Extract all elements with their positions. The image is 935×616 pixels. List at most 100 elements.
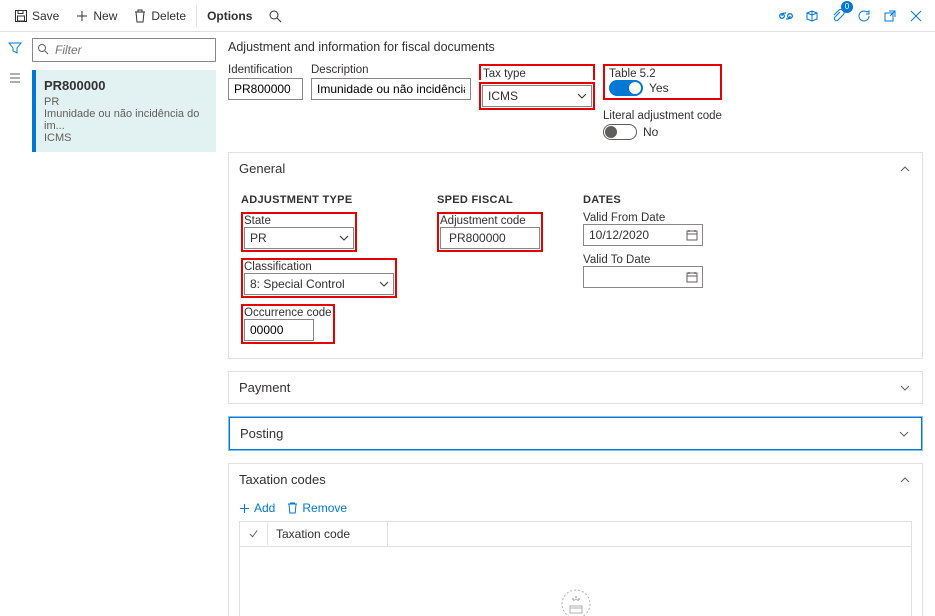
chevron-up-icon — [898, 473, 912, 487]
chevron-down-icon — [898, 381, 912, 395]
state-select[interactable]: PR — [244, 227, 354, 249]
description-input[interactable] — [311, 78, 471, 100]
literal-toggle[interactable] — [603, 124, 637, 140]
grid-header: Taxation code — [239, 521, 912, 546]
taxtype-highlight: ICMS — [479, 82, 595, 110]
save-icon — [14, 9, 28, 23]
identification-block: Identification — [228, 64, 303, 100]
page-title: Adjustment and information for fiscal do… — [228, 40, 923, 54]
new-button[interactable]: New — [67, 5, 125, 27]
section-taxcodes: Taxation codes Add Remove Taxation co — [228, 463, 923, 616]
table52-toggle[interactable] — [609, 80, 643, 96]
adj-code-highlight: Adjustment code PR800000 — [437, 212, 543, 252]
table52-block: Table 5.2 Yes Literal adjustment code No — [603, 64, 722, 140]
section-payment: Payment — [228, 371, 923, 404]
classification-highlight: Classification 8: Special Control — [241, 258, 397, 298]
save-label: Save — [32, 9, 59, 23]
occurrence-input[interactable] — [244, 319, 314, 341]
valid-from-label: Valid From Date — [583, 212, 703, 224]
add-button[interactable]: Add — [239, 501, 275, 515]
chevron-down-icon — [897, 427, 911, 441]
taxtype-value: ICMS — [488, 89, 518, 103]
section-general: General ADJUSTMENT TYPE State PR — [228, 152, 923, 359]
section-taxcodes-header[interactable]: Taxation codes — [229, 464, 922, 495]
sped-col: SPED FISCAL Adjustment code PR800000 — [437, 194, 543, 344]
classification-select[interactable]: 8: Special Control — [244, 273, 394, 295]
grid-check-col[interactable] — [240, 523, 268, 545]
section-posting-title: Posting — [240, 426, 283, 441]
calendar-icon — [686, 229, 698, 241]
list-item-title: PR800000 — [44, 78, 208, 93]
sidebar: PR800000 PR Imunidade ou não incidência … — [30, 32, 220, 616]
taxtype-select[interactable]: ICMS — [482, 85, 592, 107]
taxtype-block: Tax type ICMS — [479, 64, 595, 110]
rail — [0, 32, 30, 616]
calendar-icon — [686, 271, 698, 283]
section-taxcodes-title: Taxation codes — [239, 472, 326, 487]
literal-value: No — [643, 125, 658, 139]
header-row: Identification Description Tax type ICMS — [228, 64, 923, 140]
section-general-title: General — [239, 161, 285, 176]
delete-label: Delete — [151, 9, 186, 23]
close-icon[interactable] — [903, 3, 929, 29]
attachments-icon[interactable]: 0 — [825, 3, 851, 29]
section-general-header[interactable]: General — [229, 153, 922, 184]
toolbar: Save New Delete Options — [0, 0, 935, 32]
toolbar-search-button[interactable] — [260, 5, 290, 27]
table52-toggle-row: Yes — [609, 80, 716, 96]
list-icon[interactable] — [5, 68, 25, 88]
adj-code-value: PR800000 — [440, 227, 540, 249]
search-icon — [268, 9, 282, 23]
section-general-body: ADJUSTMENT TYPE State PR Classification — [229, 184, 922, 358]
refresh-icon[interactable] — [851, 3, 877, 29]
funnel-icon[interactable] — [5, 38, 25, 58]
state-highlight: State PR — [241, 212, 357, 252]
occurrence-highlight: Occurrence code — [241, 304, 335, 344]
taxtype-label-highlight: Tax type — [479, 64, 595, 80]
grid-col-taxcode[interactable]: Taxation code — [268, 522, 388, 546]
list-item-sub2: Imunidade ou não incidência do im... — [44, 108, 208, 132]
empty-icon — [559, 587, 593, 616]
list-item[interactable]: PR800000 PR Imunidade ou não incidência … — [32, 70, 216, 152]
valid-from-value: 10/12/2020 — [589, 228, 649, 242]
trash-icon — [133, 9, 147, 23]
check-icon — [248, 528, 259, 540]
taxcodes-toolbar: Add Remove — [229, 495, 922, 515]
identification-input[interactable] — [228, 78, 303, 100]
section-posting-header[interactable]: Posting — [229, 417, 922, 450]
table52-highlight: Table 5.2 Yes — [603, 64, 722, 100]
state-label: State — [244, 215, 354, 227]
sped-heading: SPED FISCAL — [437, 194, 543, 206]
state-value: PR — [250, 231, 267, 245]
remove-button[interactable]: Remove — [287, 501, 347, 515]
adj-type-heading: ADJUSTMENT TYPE — [241, 194, 397, 206]
section-payment-title: Payment — [239, 380, 290, 395]
filter-input[interactable] — [32, 38, 216, 62]
link-icon[interactable] — [773, 3, 799, 29]
identification-label: Identification — [228, 64, 303, 76]
filter-search-icon — [37, 43, 49, 55]
section-payment-header[interactable]: Payment — [229, 372, 922, 403]
box-icon[interactable] — [799, 3, 825, 29]
trash-icon — [287, 502, 298, 514]
options-button[interactable]: Options — [196, 5, 260, 27]
adj-code-label: Adjustment code — [440, 215, 540, 227]
popout-icon[interactable] — [877, 3, 903, 29]
valid-from-input[interactable]: 10/12/2020 — [583, 224, 703, 246]
grid-col-taxcode-label: Taxation code — [276, 527, 350, 541]
classification-label: Classification — [244, 261, 394, 273]
new-label: New — [93, 9, 117, 23]
save-button[interactable]: Save — [6, 5, 67, 27]
valid-to-label: Valid To Date — [583, 254, 703, 266]
list-item-sub1: PR — [44, 96, 208, 108]
general-columns: ADJUSTMENT TYPE State PR Classification — [241, 194, 910, 344]
list-item-sub3: ICMS — [44, 132, 208, 144]
toolbar-left: Save New Delete Options — [6, 5, 290, 27]
plus-icon — [239, 503, 250, 514]
valid-to-input[interactable] — [583, 266, 703, 288]
plus-icon — [75, 9, 89, 23]
classification-value: 8: Special Control — [250, 277, 345, 291]
delete-button[interactable]: Delete — [125, 5, 194, 27]
literal-toggle-row: No — [603, 124, 722, 140]
options-label: Options — [207, 9, 252, 23]
